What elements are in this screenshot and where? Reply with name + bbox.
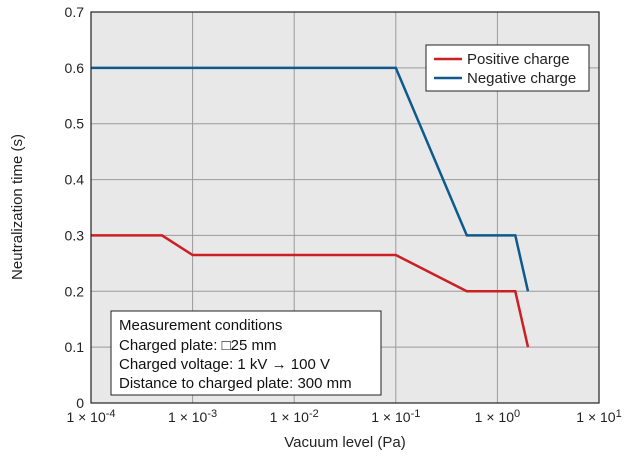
x-tick-label: 1 × 101 [576,408,621,425]
measurement-conditions-box: Measurement conditions Charged plate: □2… [110,310,382,396]
note-line-plate: Charged plate: □25 mm [119,337,276,354]
axis-ticks: 0 0.1 0.2 0.3 0.4 0.5 0.6 0.7 1 × 10-4 1 × 10-3 1 … [65,4,622,425]
y-tick-label: 0.7 [65,4,85,20]
legend: Positive charge Negative charge [425,44,590,92]
y-tick-label: 0.2 [65,283,85,299]
note-line-title: Measurement conditions [119,317,282,334]
series-line-negative [91,66,530,292]
y-tick-label: 0.5 [65,116,85,132]
y-axis-label: Neutralization time (s) [9,134,26,280]
y-tick-label: 0.3 [65,227,85,243]
x-tick-label: 1 × 10-4 [66,408,115,425]
legend-box [425,44,590,92]
series-line-positive [91,234,530,348]
x-tick-label: 1 × 10-3 [168,408,217,425]
x-tick-label: 1 × 100 [475,408,520,425]
x-axis-label: Vacuum level (Pa) [284,434,405,451]
y-tick-label: 0 [76,395,84,411]
plot-frame [90,11,600,404]
legend-label-negative: Negative charge [467,70,576,87]
y-tick-label: 0.6 [65,60,85,76]
legend-label-positive: Positive charge [467,51,570,68]
x-tick-label: 1 × 10-1 [371,408,420,425]
series-lines [91,66,530,348]
note-line-voltage: Charged voltage: 1 kV → 100 V [119,356,330,373]
y-tick-label: 0.4 [65,172,85,188]
x-tick-label: 1 × 10-2 [270,408,319,425]
note-line-distance: Distance to charged plate: 300 mm [119,375,352,392]
y-tick-label: 0.1 [65,339,85,355]
note-box [110,310,382,396]
